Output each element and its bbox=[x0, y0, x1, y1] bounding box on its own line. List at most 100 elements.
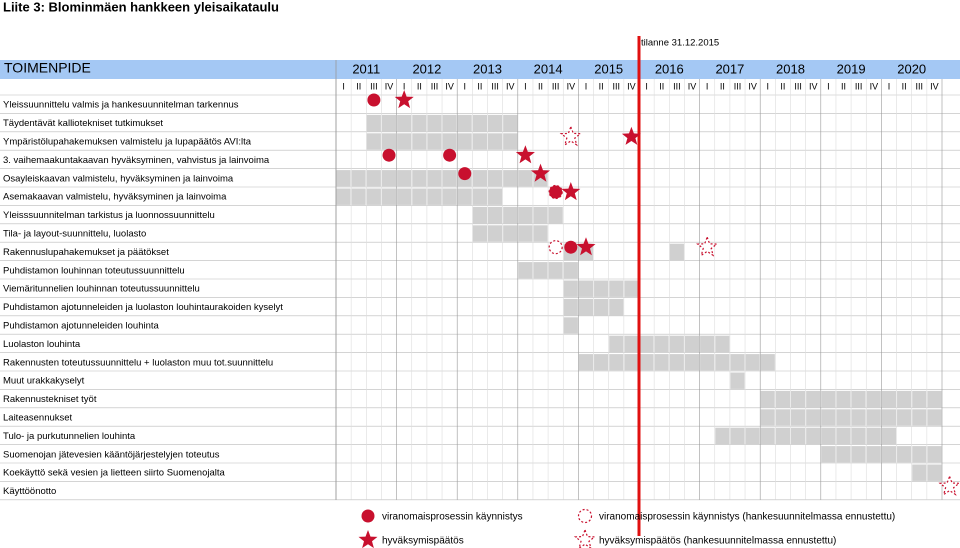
shaded-cell bbox=[380, 113, 398, 133]
shaded-cell bbox=[487, 169, 504, 188]
shaded-cell bbox=[441, 187, 458, 206]
shaded-cell bbox=[850, 445, 867, 464]
row-label: Rakennuslupahakemukset ja päätökset bbox=[3, 247, 169, 258]
shaded-cell bbox=[759, 426, 776, 446]
row-label: Luolaston louhinta bbox=[3, 339, 81, 350]
shaded-cell bbox=[865, 426, 882, 446]
shaded-cell bbox=[911, 463, 928, 482]
shaded-cell bbox=[683, 353, 701, 372]
shaded-cell bbox=[699, 353, 716, 372]
shaded-cell bbox=[532, 261, 549, 280]
legend-label: viranomaisprosessin käynnistys (hankesuu… bbox=[599, 512, 895, 523]
marker-star-dashed bbox=[938, 474, 960, 496]
shaded-cell bbox=[714, 426, 731, 446]
shaded-cell bbox=[562, 297, 579, 317]
year-label: 2011 bbox=[352, 61, 380, 76]
shaded-cell bbox=[517, 261, 534, 280]
shaded-cell bbox=[608, 353, 625, 372]
shaded-cell bbox=[380, 132, 398, 151]
quarter-label: IV bbox=[930, 81, 939, 91]
shaded-cell bbox=[471, 187, 489, 206]
quarter-label: I bbox=[888, 81, 891, 91]
quarter-label: III bbox=[491, 81, 499, 91]
quarter-label: IV bbox=[385, 81, 394, 91]
shaded-cell bbox=[547, 261, 564, 280]
quarter-label: IV bbox=[688, 81, 697, 91]
shaded-cell bbox=[365, 113, 382, 133]
shaded-cell bbox=[487, 205, 504, 225]
shaded-cell bbox=[790, 426, 807, 446]
shaded-cell bbox=[471, 224, 489, 243]
shaded-cell bbox=[865, 408, 882, 427]
year-label: 2015 bbox=[594, 61, 623, 76]
shaded-cell bbox=[835, 445, 852, 464]
year-label: 2020 bbox=[897, 61, 926, 76]
shaded-cell bbox=[426, 169, 443, 188]
shaded-cell bbox=[396, 113, 413, 133]
shaded-cell bbox=[668, 353, 685, 372]
shaded-cell bbox=[880, 389, 898, 409]
shaded-cell bbox=[805, 426, 822, 446]
title: Liite 3: Blominmäen hankkeen yleisaikata… bbox=[3, 0, 279, 14]
shaded-cell bbox=[926, 445, 943, 464]
marker-circle bbox=[458, 167, 472, 181]
shaded-cell bbox=[744, 353, 761, 372]
shaded-cell bbox=[441, 113, 458, 133]
quarter-label: II bbox=[599, 81, 604, 91]
quarter-label: I bbox=[706, 81, 709, 91]
shaded-cell bbox=[517, 224, 534, 243]
shaded-cell bbox=[441, 169, 458, 188]
shaded-cell bbox=[926, 389, 943, 409]
shaded-cell bbox=[456, 113, 473, 133]
shaded-cell bbox=[577, 279, 595, 298]
shaded-cell bbox=[365, 169, 382, 188]
legend-label: viranomaisprosessin käynnistys bbox=[382, 512, 523, 523]
shaded-cell bbox=[411, 113, 428, 133]
shaded-cell bbox=[608, 334, 625, 354]
quarter-label: I bbox=[403, 81, 406, 91]
shaded-cell bbox=[835, 389, 852, 409]
quarter-label: I bbox=[524, 81, 527, 91]
shaded-cell bbox=[547, 205, 564, 225]
shaded-cell bbox=[623, 279, 640, 298]
shaded-cell bbox=[396, 187, 413, 206]
shaded-cell bbox=[577, 353, 595, 372]
quarter-label: II bbox=[538, 81, 543, 91]
shaded-cell bbox=[456, 187, 473, 206]
shaded-cell bbox=[865, 445, 882, 464]
quarter-label: I bbox=[767, 81, 770, 91]
quarter-label: I bbox=[827, 81, 830, 91]
row-label: Viemäritunnelien louhinnan toteutussuunn… bbox=[3, 284, 200, 295]
shaded-cell bbox=[411, 169, 428, 188]
shaded-cell bbox=[411, 132, 428, 151]
quarter-label: IV bbox=[870, 81, 879, 91]
quarter-label: II bbox=[841, 81, 846, 91]
quarter-label: II bbox=[780, 81, 785, 91]
marker-circle bbox=[549, 185, 563, 199]
quarter-label: I bbox=[645, 81, 648, 91]
marker-circle bbox=[564, 240, 578, 254]
shaded-cell bbox=[502, 205, 519, 225]
shaded-cell bbox=[623, 334, 640, 354]
header-band bbox=[0, 60, 960, 79]
shaded-cell bbox=[668, 242, 685, 262]
marker-star-dashed bbox=[559, 125, 582, 147]
marker-circle bbox=[443, 148, 457, 162]
marker-star bbox=[358, 530, 378, 548]
shaded-cell bbox=[850, 408, 867, 427]
shaded-cell bbox=[850, 426, 867, 446]
row-label: Osayleiskaavan valmistelu, hyväksyminen … bbox=[3, 173, 234, 184]
shaded-cell bbox=[380, 187, 398, 206]
year-label: 2016 bbox=[655, 61, 684, 76]
shaded-cell bbox=[835, 426, 852, 446]
marker-circle-dashed bbox=[548, 240, 563, 255]
shaded-cell bbox=[365, 187, 382, 206]
quarter-label: III bbox=[370, 81, 378, 91]
shaded-cell bbox=[911, 408, 928, 427]
row-label: Muut urakkakyselyt bbox=[3, 376, 85, 387]
quarter-label: III bbox=[431, 81, 439, 91]
shaded-cell bbox=[562, 279, 579, 298]
row-label: Tila- ja layout-suunnittelu, luolasto bbox=[3, 229, 146, 240]
shaded-cell bbox=[774, 426, 791, 446]
